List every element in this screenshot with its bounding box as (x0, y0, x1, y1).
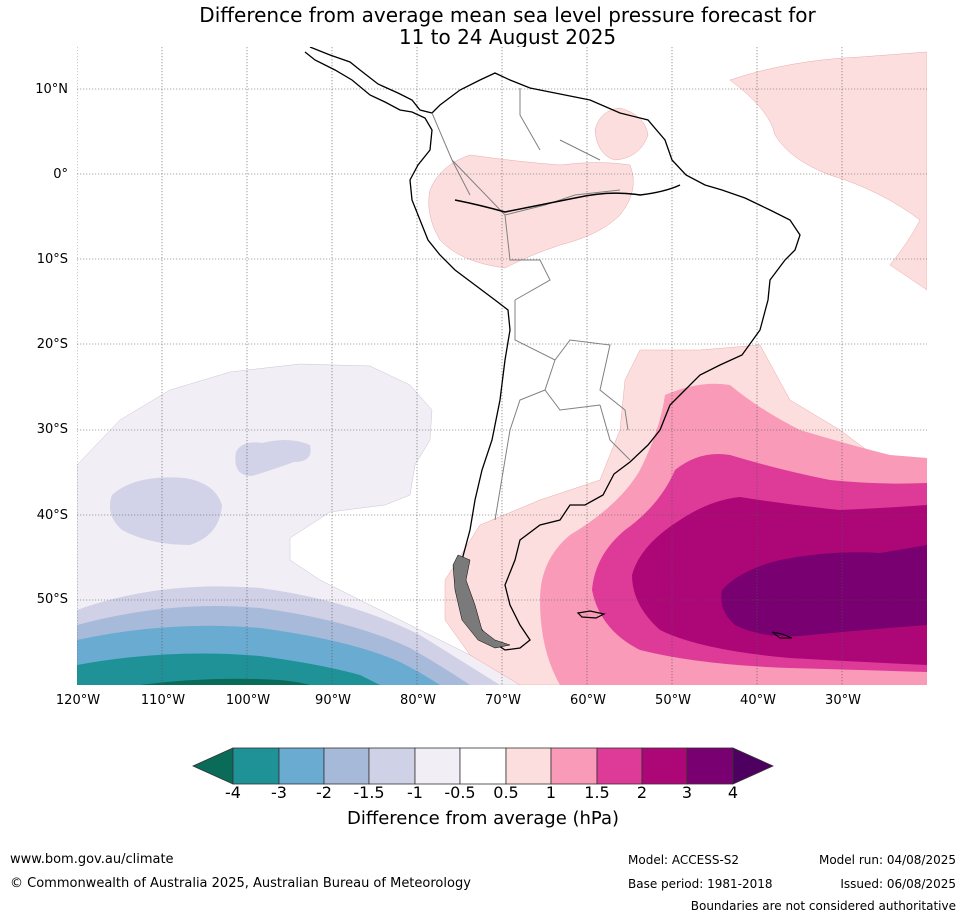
lon-label-40w: 40°W (740, 693, 776, 708)
colorbar-tick: 1.5 (584, 783, 610, 802)
colorbar-bin-8 (550, 747, 598, 785)
copyright-text: © Commonwealth of Australia 2025, Austra… (10, 876, 471, 891)
chilean-archipelago (452, 554, 511, 649)
colorbar-tick: -4 (225, 783, 241, 802)
anomaly-pos-0.5-amazon (428, 154, 634, 269)
lon-label-100w: 100°W (225, 693, 271, 708)
lon-label-70w: 70°W (485, 693, 521, 708)
base-period: Base period: 1981-2018 (628, 877, 773, 891)
colorbar-low-extension (192, 747, 234, 785)
colorbar-bin-11 (686, 747, 734, 785)
colorbar-tick: 3 (681, 783, 693, 802)
anomaly-below-4 (140, 678, 310, 685)
colorbar-bin-9 (596, 747, 643, 785)
issued-date: Issued: 06/08/2025 (840, 877, 956, 891)
colorbar-bin-5 (414, 747, 461, 785)
lat-label-20s: 20°S (36, 337, 68, 352)
website-link[interactable]: www.bom.gov.au/climate (10, 852, 174, 867)
lon-label-50w: 50°W (655, 693, 691, 708)
colorbar-tick: 0.5 (493, 783, 519, 802)
lon-label-30w: 30°W (825, 693, 861, 708)
lat-label-0: 0° (53, 167, 68, 182)
lat-label-10s: 10°S (36, 252, 68, 267)
colorbar-bin-1 (232, 747, 280, 785)
anomaly-pos-0.5-north (729, 51, 927, 291)
lat-label-50s: 50°S (36, 592, 68, 607)
colorbar-tick: 1 (545, 783, 557, 802)
colorbar-high-extension (732, 747, 774, 785)
chart-title: Difference from average mean sea level p… (0, 4, 965, 48)
colorbar (192, 747, 774, 785)
colorbar-tick: -2 (316, 783, 332, 802)
colorbar-title: Difference from average (hPa) (346, 808, 620, 829)
colorbar-bin-10 (641, 747, 688, 785)
anomaly-neg-1b (235, 439, 311, 476)
title-line-1: Difference from average mean sea level p… (199, 3, 816, 27)
colorbar-bin-6 (459, 747, 507, 785)
colorbar-tick: 2 (636, 783, 648, 802)
boundaries-disclaimer: Boundaries are not considered authoritat… (690, 899, 956, 913)
lat-label-10n: 10°N (35, 82, 68, 97)
colorbar-tick: -3 (271, 783, 287, 802)
model-name: Model: ACCESS-S2 (628, 853, 740, 867)
lon-label-120w: 120°W (55, 693, 101, 708)
anomaly-neg-4 (77, 653, 380, 685)
colorbar-tick: -1.5 (353, 783, 385, 802)
lon-label-60w: 60°W (570, 693, 606, 708)
lat-label-30s: 30°S (36, 422, 68, 437)
colorbar-bin-4 (368, 747, 416, 785)
colorbar-tick: 4 (727, 783, 739, 802)
gridlines (77, 47, 927, 685)
title-line-2: 11 to 24 August 2025 (398, 25, 617, 49)
lon-label-110w: 110°W (140, 693, 186, 708)
falkland-islands (576, 610, 606, 619)
anomaly-pos-0.5-caribbean (594, 107, 649, 161)
anomaly-neg-1 (109, 477, 222, 545)
south-georgia (771, 631, 793, 639)
colorbar-bin-2 (278, 747, 325, 785)
south-america-coast (304, 47, 801, 651)
lon-label-90w: 90°W (315, 693, 351, 708)
colorbar-tick: -0.5 (444, 783, 476, 802)
lat-label-40s: 40°S (36, 508, 68, 523)
map-panel (77, 47, 927, 685)
colorbar-bin-7 (505, 747, 552, 785)
country-borders (431, 88, 631, 521)
model-run-date: Model run: 04/08/2025 (818, 853, 956, 867)
lon-label-80w: 80°W (400, 693, 436, 708)
amazon-river (454, 184, 681, 213)
colorbar-bin-3 (323, 747, 370, 785)
anomaly-pos-3 (721, 545, 927, 637)
colorbar-tick: -1 (407, 783, 423, 802)
